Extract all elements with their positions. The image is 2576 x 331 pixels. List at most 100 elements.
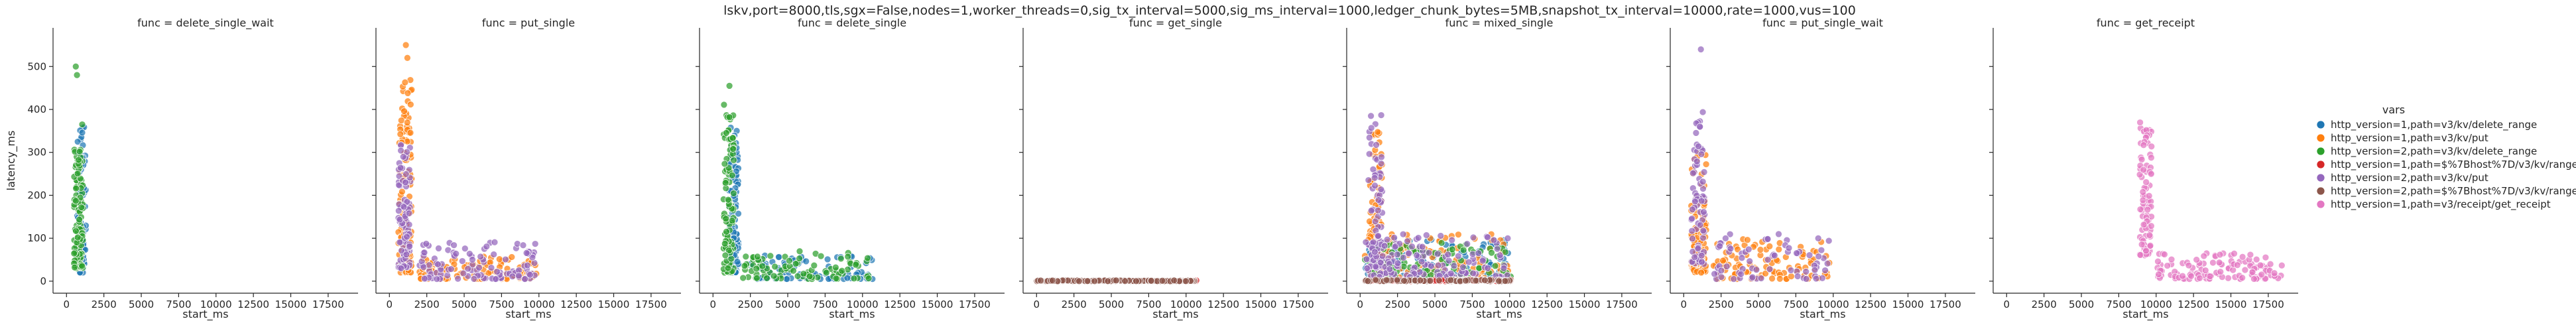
data-point [724,264,732,272]
data-point [1823,259,1831,267]
data-point [399,153,407,161]
data-point [2278,261,2286,269]
data-point [475,264,483,271]
data-point [790,267,797,275]
data-point [1083,277,1091,285]
data-point [2256,261,2264,269]
legend-item-label: http_version=2,path=$%7Bhost%7D/v3/kv/ra… [2331,185,2576,198]
data-point [1699,227,1707,235]
data-point [1369,238,1377,246]
x-tick-label: 2500 [738,298,763,310]
data-point [1501,277,1509,285]
data-point [73,71,81,79]
facet-title: func = delete_single [798,17,906,30]
data-point [406,101,414,108]
facet-title: func = get_single [1129,17,1222,30]
data-point [800,270,808,277]
legend-item-label: http_version=2,path=v3/kv/delete_range [2331,145,2537,158]
data-point [1764,235,1772,243]
data-point [844,265,851,273]
x-tick-label: 0 [1034,298,1040,310]
data-point [1697,251,1705,259]
x-tick-label: 7500 [1459,298,1485,310]
data-point [1814,234,1822,242]
facet-panel: func = mixed_single 0 2500 5000 7500 10000 125… [1343,17,1652,321]
data-point [523,261,531,269]
x-tick-label: 10000 [847,298,879,310]
data-point [1394,259,1402,267]
legend-item-label: http_version=1,path=$%7Bhost%7D/v3/kv/ra… [2331,159,2576,171]
data-point [728,217,736,225]
data-point [1416,277,1424,285]
data-point [402,251,410,259]
data-point [1688,215,1695,222]
data-point [1716,242,1724,250]
data-point [1372,276,1379,284]
data-point [1112,277,1120,285]
data-point [1459,263,1467,271]
data-point [1794,273,1802,280]
data-point [1695,143,1702,151]
data-point [406,242,413,250]
data-point [1447,276,1455,284]
data-point [1488,249,1495,257]
data-point [1133,277,1140,285]
data-point [1374,206,1382,214]
data-point [1689,169,1697,177]
data-point [469,256,476,263]
data-point [1371,174,1379,182]
legend-marker [2316,173,2325,182]
data-point [796,255,803,263]
data-point [1693,157,1701,165]
x-tick-label: 5000 [452,298,477,310]
y-tick-label: 100 [27,232,46,244]
data-point [1726,230,1734,238]
data-point [2258,271,2266,279]
legend-marker [2316,133,2325,143]
x-tick-label: 7500 [1783,298,1808,310]
data-point [728,171,736,179]
data-point [2209,259,2217,267]
data-point [1691,198,1699,206]
data-point [1170,277,1178,285]
facet-title: func = put_single_wait [1762,17,1883,30]
data-point [2233,261,2241,269]
data-point [753,253,761,261]
data-point [405,221,413,229]
data-point [753,274,761,282]
data-point [76,148,84,155]
data-point [2196,274,2203,282]
data-point [721,179,729,186]
data-point [810,261,818,269]
data-point [1121,277,1129,285]
data-point [2215,259,2223,267]
data-point [526,271,534,279]
data-point [1825,237,1833,245]
data-point [1501,248,1509,256]
data-point [1770,251,1778,259]
data-point [1776,275,1784,283]
data-point [1698,258,1705,266]
data-point [1383,235,1391,243]
x-tick-label: 15000 [2215,298,2247,310]
data-point [729,145,737,153]
data-point [865,275,873,283]
data-point [78,129,86,137]
x-tick-label: 12500 [884,298,916,310]
scatter-points [1361,111,1514,285]
data-point [515,272,522,279]
data-point [1455,231,1462,238]
x-axis-label: start_ms [2122,308,2168,321]
data-point [1445,257,1453,265]
data-point [1182,277,1190,285]
data-point [822,269,830,277]
data-point [2148,143,2156,151]
x-tick-label: 5000 [1099,298,1124,310]
x-tick-label: 7500 [166,298,191,310]
data-point [2140,141,2148,149]
x-tick-label: 2500 [2032,298,2057,310]
data-point [1811,266,1819,274]
data-point [2146,241,2154,249]
data-point [447,265,455,273]
